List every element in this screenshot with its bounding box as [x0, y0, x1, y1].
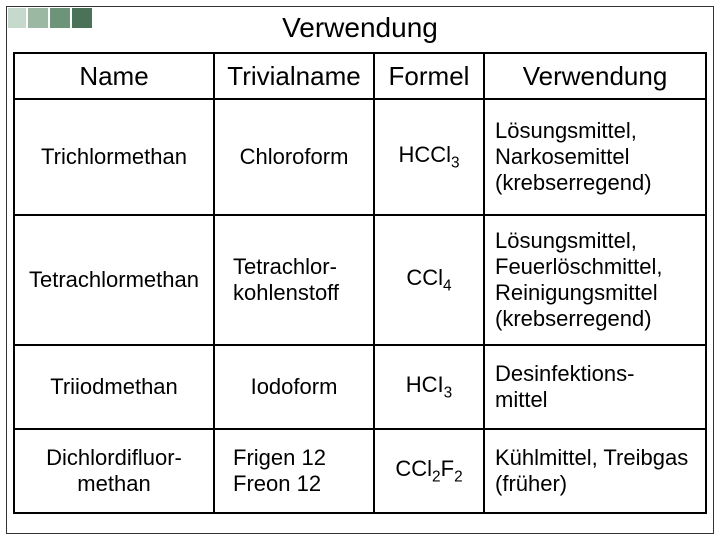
decorative-squares [8, 8, 92, 28]
page-border [6, 6, 714, 534]
deco-square-3 [50, 8, 70, 28]
deco-square-2 [28, 8, 48, 28]
deco-square-4 [72, 8, 92, 28]
deco-square-1 [8, 8, 26, 28]
